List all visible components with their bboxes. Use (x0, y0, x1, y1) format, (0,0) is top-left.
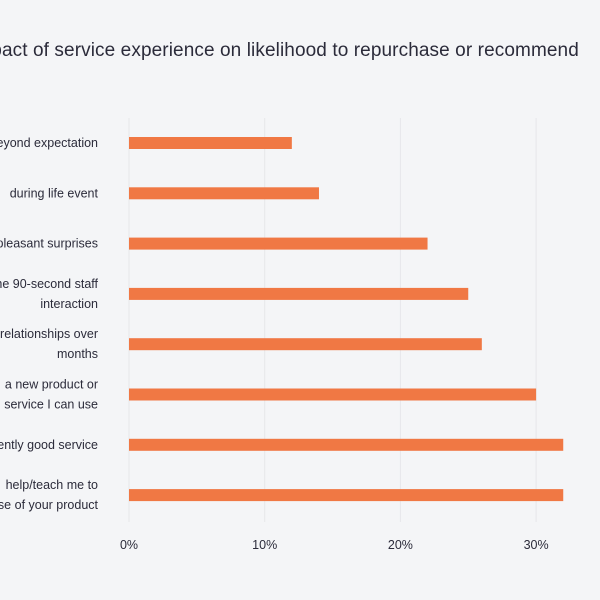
category-label-6-line-0: consistently good service (0, 438, 98, 452)
category-label-2-line-0: pleasant surprises (0, 237, 98, 251)
category-label-2: pleasant surprises (0, 237, 98, 251)
category-label-1-line-0: during life event (10, 186, 99, 200)
category-label-5: a new product or service I can use (4, 378, 98, 412)
category-label-3-line-1: interaction (40, 297, 98, 311)
category-labels: beyond expectation during life event pleas… (0, 136, 99, 512)
category-label-6: consistently good service (0, 438, 98, 452)
bar-4 (129, 338, 482, 351)
x-tick-label-3: 30% (524, 538, 549, 552)
grid-layer (128, 118, 537, 522)
bar-5 (129, 388, 537, 401)
bar-2 (129, 237, 428, 250)
x-tick-label-1: 10% (252, 538, 277, 552)
bar-7 (129, 489, 564, 502)
category-label-0: beyond expectation (0, 136, 98, 150)
x-tick-label-2: 20% (388, 538, 413, 552)
category-label-7: help/teach me to use of your product (0, 478, 99, 512)
bar-layer (129, 137, 564, 502)
x-axis-ticks: 0% 10% 20% 30% (120, 538, 549, 552)
bar-6 (129, 438, 564, 451)
category-label-4-line-1: months (57, 347, 98, 361)
category-label-3-line-0: the 90-second staff (0, 277, 99, 291)
category-label-7-line-0: help/teach me to (6, 478, 98, 492)
category-label-5-line-1: service I can use (4, 398, 98, 412)
category-label-0-line-0: beyond expectation (0, 136, 98, 150)
bar-0 (129, 137, 292, 149)
category-label-4: relationships over months (0, 327, 98, 361)
category-label-3: the 90-second staff interaction (0, 277, 99, 311)
bar-1 (129, 187, 319, 200)
chart-title: Impact of service experience on likeliho… (0, 40, 579, 61)
bar-3 (129, 287, 469, 300)
category-label-4-line-0: relationships over (0, 327, 98, 341)
x-tick-label-0: 0% (120, 538, 138, 552)
category-label-5-line-0: a new product or (5, 378, 98, 392)
category-label-7-line-1: use of your product (0, 498, 99, 512)
category-label-1: during life event (10, 186, 99, 200)
